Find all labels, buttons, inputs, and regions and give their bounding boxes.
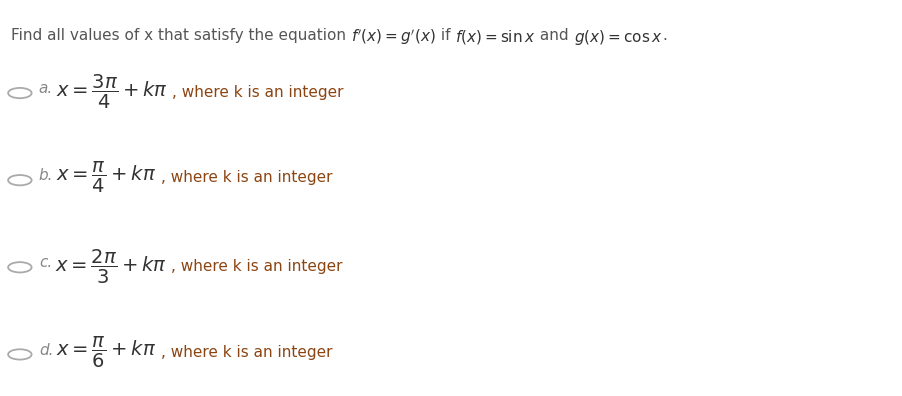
Text: , where k is an integer: , where k is an integer (161, 345, 332, 360)
Text: $x = \dfrac{\pi}{4} + k\pi$: $x = \dfrac{\pi}{4} + k\pi$ (56, 160, 156, 196)
Text: $x = \dfrac{2\pi}{3} + k\pi$: $x = \dfrac{2\pi}{3} + k\pi$ (55, 248, 166, 286)
Text: , where k is an integer: , where k is an integer (172, 85, 343, 100)
Text: c.: c. (39, 255, 52, 270)
Text: if: if (435, 28, 455, 43)
Text: .: . (662, 28, 667, 43)
Text: $x = \dfrac{\pi}{6} + k\pi$: $x = \dfrac{\pi}{6} + k\pi$ (56, 335, 156, 370)
Text: d.: d. (39, 343, 53, 358)
Text: $x = \dfrac{3\pi}{4} + k\pi$: $x = \dfrac{3\pi}{4} + k\pi$ (56, 73, 168, 111)
Text: Find all values of x that satisfy the equation: Find all values of x that satisfy the eq… (11, 28, 350, 43)
Text: b.: b. (39, 168, 53, 183)
Text: , where k is an integer: , where k is an integer (161, 170, 332, 185)
Text: $g(x) = \cos x$: $g(x) = \cos x$ (574, 28, 662, 47)
Text: $f'(x) = g'(x)$: $f'(x) = g'(x)$ (350, 28, 435, 47)
Text: $f(x) = \sin x$: $f(x) = \sin x$ (455, 28, 535, 46)
Text: and: and (535, 28, 574, 43)
Text: , where k is an integer: , where k is an integer (170, 259, 342, 274)
Text: a.: a. (39, 81, 53, 96)
